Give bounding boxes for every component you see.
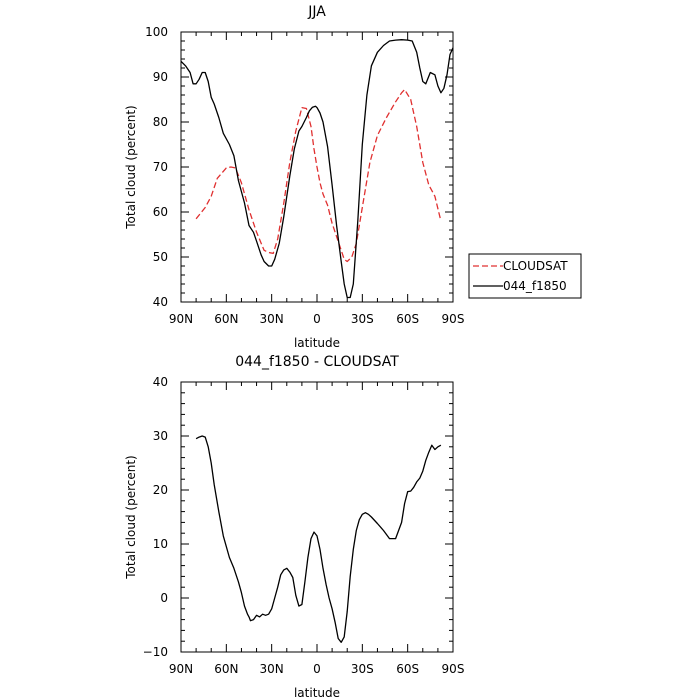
x-tick-label: 30N <box>260 662 284 676</box>
y-tick-label: 70 <box>153 160 168 174</box>
legend-label: CLOUDSAT <box>503 259 568 273</box>
y-axis-title: Total cloud (percent) <box>124 105 138 229</box>
y-tick-label: −10 <box>143 645 168 659</box>
x-tick-label: 0 <box>313 662 321 676</box>
series-line-difference <box>195 435 442 643</box>
y-tick-label: 50 <box>153 250 168 264</box>
x-tick-label: 30N <box>260 312 284 326</box>
chart-panel-1: 90N 60N 30N 0 30S 60S 90S 40 50 60 70 80 90 100 JJA lat… <box>124 4 582 350</box>
x-axis-title: latitude <box>294 686 340 700</box>
plot-frame <box>180 381 454 653</box>
y-tick-label: 80 <box>153 115 168 129</box>
y-tick-label: 100 <box>145 25 168 39</box>
legend: CLOUDSAT 044_f1850 <box>468 253 582 299</box>
x-axis-title: latitude <box>294 336 340 350</box>
y-tick-label: 10 <box>153 537 168 551</box>
chart-panel-2: 90N 60N 30N 0 30S 60S 90S −10 0 10 20 30 40 044_f1850… <box>124 354 464 700</box>
y-tick-label: 60 <box>153 205 168 219</box>
x-tick-label: 30S <box>351 312 374 326</box>
series-line-cloudsat <box>195 88 442 263</box>
y-tick-label: 40 <box>153 295 168 309</box>
series-line-044-f1850 <box>180 39 454 299</box>
y-tick-label: 0 <box>160 591 168 605</box>
y-tick-label: 30 <box>153 429 168 443</box>
x-tick-label: 90N <box>169 312 193 326</box>
x-tick-label: 90S <box>442 312 465 326</box>
chart-title: JJA <box>307 4 326 20</box>
y-axis-title: Total cloud (percent) <box>124 455 138 579</box>
chart-title: 044_f1850 - CLOUDSAT <box>235 354 399 370</box>
x-tick-label: 0 <box>313 312 321 326</box>
x-tick-label: 60S <box>396 312 419 326</box>
x-tick-label: 30S <box>351 662 374 676</box>
y-tick-label: 90 <box>153 70 168 84</box>
y-tick-label: 20 <box>153 483 168 497</box>
legend-box <box>468 253 582 299</box>
legend-label: 044_f1850 <box>503 279 567 293</box>
y-tick-label: 40 <box>153 375 168 389</box>
x-tick-label: 60S <box>396 662 419 676</box>
x-tick-label: 60N <box>214 662 238 676</box>
x-tick-label: 60N <box>214 312 238 326</box>
x-tick-label: 90N <box>169 662 193 676</box>
x-tick-label: 90S <box>442 662 465 676</box>
